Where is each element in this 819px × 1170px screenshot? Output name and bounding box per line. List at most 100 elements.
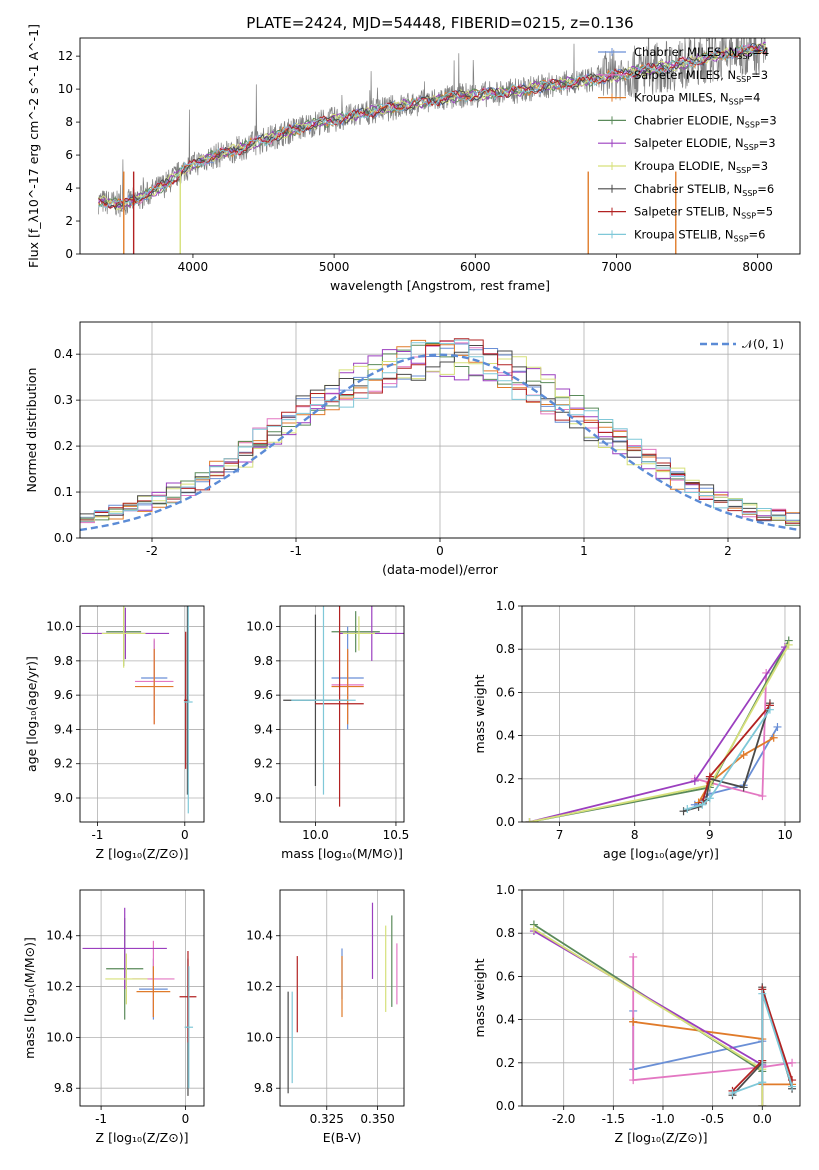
x-tick-label: 0 bbox=[181, 828, 189, 842]
mass-vs-Z-plot-area bbox=[82, 907, 197, 1096]
weight-marker-chabrier-stelib bbox=[679, 807, 688, 816]
legend-label: Chabrier MILES, NSSP=4 bbox=[634, 45, 769, 61]
legend-label: Chabrier STELIB, NSSP=6 bbox=[634, 182, 774, 198]
legend-label: 𝒩(0, 1) bbox=[742, 337, 784, 351]
y-tick-label: 10.4 bbox=[46, 929, 73, 943]
normal-curve bbox=[80, 353, 800, 532]
age-vs-mass-plot-area bbox=[283, 606, 404, 807]
spectrum-panel: 4000 5000 6000 7000 8000 0 2 4 6 8 10 12 wavelength … bbox=[26, 24, 801, 293]
x-tick-label: 7 bbox=[556, 828, 564, 842]
y-tick-label: 9.8 bbox=[254, 1081, 273, 1095]
y-tick-label: 9.6 bbox=[254, 688, 273, 702]
x-tick-label: 0.350 bbox=[360, 1112, 394, 1126]
y-tick-label: 0 bbox=[65, 247, 73, 261]
y-axis-label: Flux [f_λ10^-17 erg cm^-2 s^-1 A^-1] bbox=[26, 24, 41, 268]
x-tick-label: 0.0 bbox=[753, 1112, 772, 1126]
weight-marker-kroupa-stelib bbox=[683, 805, 692, 814]
y-tick-label: 9.8 bbox=[54, 1081, 73, 1095]
model-spectrum-salpeter-stelib bbox=[98, 45, 767, 209]
weight-marker-salpeter-stelib bbox=[705, 772, 714, 781]
x-tick-label: 9 bbox=[706, 828, 714, 842]
axes-frame bbox=[521, 605, 801, 823]
x-tick-label: 0 bbox=[182, 1112, 190, 1126]
axes-frame bbox=[79, 889, 205, 1107]
weight-line-salpeter-elodie bbox=[533, 930, 764, 1106]
y-tick-label: 9.2 bbox=[54, 757, 73, 771]
weight-marker-salpeter-miles bbox=[629, 1076, 638, 1085]
residual-histogram-kroupa-stelib bbox=[80, 339, 800, 521]
x-tick-label: -1.0 bbox=[651, 1112, 674, 1126]
weight-marker-kroupa-stelib bbox=[705, 794, 714, 803]
age-vs-Z-plot-area bbox=[81, 606, 193, 814]
y-tick-label: 1.0 bbox=[496, 599, 515, 613]
x-axis-label: Z [log₁₀(Z/Z⊙)] bbox=[96, 846, 189, 861]
y-tick-label: 9.8 bbox=[254, 654, 273, 668]
x-axis-label: age [log₁₀(age/yr)] bbox=[603, 846, 719, 861]
x-tick-label: 7000 bbox=[601, 260, 632, 274]
weight-marker-salpeter-miles bbox=[629, 952, 638, 961]
y-tick-label: 0.4 bbox=[54, 347, 73, 361]
y-tick-label: 2 bbox=[65, 214, 73, 228]
y-tick-label: 0.0 bbox=[496, 815, 515, 829]
x-tick-label: 6000 bbox=[460, 260, 491, 274]
weight-marker-kroupa-miles bbox=[629, 1017, 638, 1026]
y-tick-label: 1.0 bbox=[496, 883, 515, 897]
x-tick-label: 5000 bbox=[319, 260, 350, 274]
legend-label: Kroupa ELODIE, NSSP=3 bbox=[634, 159, 768, 175]
legend-label: Kroupa MILES, NSSP=4 bbox=[634, 91, 760, 107]
x-tick-label: 10.0 bbox=[302, 828, 329, 842]
weight-marker-salpeter-miles bbox=[758, 792, 767, 801]
weight-marker-kroupa-stelib bbox=[758, 989, 767, 998]
residuals-plot-area bbox=[80, 338, 800, 532]
weight-marker-kroupa-stelib bbox=[698, 800, 707, 809]
x-tick-label: 8 bbox=[631, 828, 639, 842]
x-tick-label: 2 bbox=[724, 544, 732, 558]
mass-vs-Z-panel: -1 0 9.8 10.0 10.2 10.4 Z [log₁₀(Z/Z⊙)] mass [l… bbox=[22, 889, 205, 1145]
x-tick-label: 4000 bbox=[178, 260, 209, 274]
weight-vs-age-plot-area bbox=[525, 636, 793, 822]
y-tick-label: 0.3 bbox=[54, 393, 73, 407]
weight-line-kroupa-stelib bbox=[732, 993, 793, 1094]
x-tick-label: -1 bbox=[290, 544, 302, 558]
model-spectrum-chabrier-elodie bbox=[98, 43, 766, 208]
weight-marker-salpeter-elodie bbox=[690, 776, 699, 785]
y-tick-label: 10 bbox=[58, 82, 73, 96]
y-tick-label: 9.6 bbox=[54, 688, 73, 702]
y-axis-label: mass weight bbox=[472, 958, 487, 1037]
y-tick-label: 0.2 bbox=[496, 1056, 515, 1070]
weight-marker-kroupa-stelib bbox=[788, 1082, 797, 1091]
x-axis-label: (data-model)/error bbox=[382, 562, 499, 577]
model-spectrum-kroupa-stelib bbox=[98, 44, 767, 208]
weight-marker-kroupa-elodie bbox=[784, 640, 793, 649]
x-tick-label: 10 bbox=[777, 828, 792, 842]
x-tick-label: -1.5 bbox=[602, 1112, 625, 1126]
weight-marker-kroupa-elodie bbox=[525, 818, 534, 822]
legend-label: Kroupa STELIB, NSSP=6 bbox=[634, 227, 765, 243]
weight-line-kroupa-stelib bbox=[687, 709, 771, 810]
x-tick-label: 0 bbox=[436, 544, 444, 558]
weight-line-chabrier-stelib bbox=[683, 702, 771, 813]
x-axis-label: Z [log₁₀(Z/Z⊙)] bbox=[615, 1130, 708, 1145]
y-axis-label: age [log₁₀(age/yr)] bbox=[24, 656, 39, 772]
weight-vs-age-panel: 7 8 9 10 0.0 0.2 0.4 0.6 0.8 1.0 age [log₁₀(age/yr… bbox=[472, 599, 801, 861]
y-tick-label: 10.4 bbox=[246, 929, 273, 943]
y-tick-label: 10.0 bbox=[246, 1030, 273, 1044]
mass-vs-EBV-plot-area bbox=[287, 902, 398, 1094]
residual-histogram-chabrier-stelib bbox=[80, 345, 800, 524]
x-axis-label: Z [log₁₀(Z/Z⊙)] bbox=[96, 1130, 189, 1145]
y-axis-label: mass [log₁₀(M/M⊙)] bbox=[22, 937, 37, 1059]
y-tick-label: 9.4 bbox=[254, 722, 273, 736]
age-vs-Z-panel: -1 0 9.0 9.2 9.4 9.6 9.8 10.0 Z [log₁₀(Z/Z⊙)] age… bbox=[24, 605, 205, 861]
y-tick-label: 0.4 bbox=[496, 1013, 515, 1027]
age-vs-mass-panel: 10.0 10.5 9.0 9.2 9.4 9.6 9.8 10.0 mass [log₁₀(M… bbox=[246, 605, 409, 861]
spectrum-plot-area bbox=[97, 38, 767, 254]
spectrum-legend: Chabrier MILES, NSSP=4 Salpeter MILES, NS… bbox=[598, 45, 777, 243]
weight-marker-kroupa-stelib bbox=[758, 1078, 767, 1087]
weight-line-kroupa-elodie bbox=[529, 644, 790, 822]
x-tick-label: 8000 bbox=[742, 260, 773, 274]
x-tick-label: -1 bbox=[91, 828, 103, 842]
weight-vs-Z-plot-area bbox=[529, 920, 797, 1106]
observed-spectrum bbox=[98, 38, 767, 218]
weight-vs-Z-panel: -2.0 -1.5 -1.0 -0.5 0.0 0.0 0.2 0.4 0.6 0.8 1.0 Z [… bbox=[472, 883, 801, 1145]
